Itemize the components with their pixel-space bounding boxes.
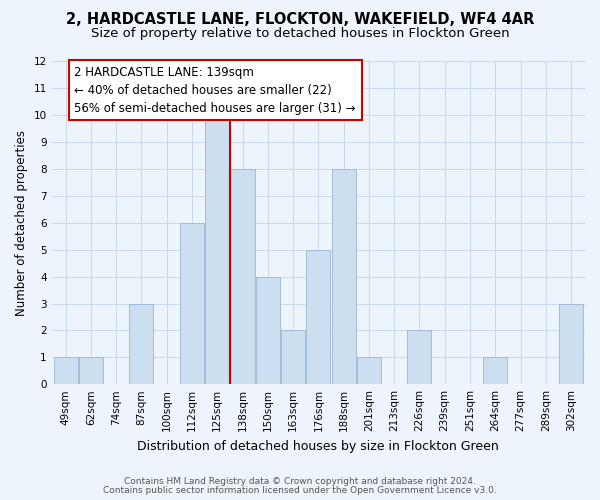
Bar [281,330,305,384]
Bar [483,358,507,384]
X-axis label: Distribution of detached houses by size in Flockton Green: Distribution of detached houses by size … [137,440,499,452]
Bar [79,358,103,384]
Text: Contains public sector information licensed under the Open Government Licence v3: Contains public sector information licen… [103,486,497,495]
Bar [559,304,583,384]
Bar [230,169,254,384]
Text: 2 HARDCASTLE LANE: 139sqm
← 40% of detached houses are smaller (22)
56% of semi-: 2 HARDCASTLE LANE: 139sqm ← 40% of detac… [74,66,356,114]
Y-axis label: Number of detached properties: Number of detached properties [15,130,28,316]
Bar [130,304,154,384]
Bar [357,358,381,384]
Bar [332,169,356,384]
Text: Contains HM Land Registry data © Crown copyright and database right 2024.: Contains HM Land Registry data © Crown c… [124,477,476,486]
Bar [205,116,229,384]
Bar [307,250,331,384]
Bar [256,276,280,384]
Bar [180,223,204,384]
Text: 2, HARDCASTLE LANE, FLOCKTON, WAKEFIELD, WF4 4AR: 2, HARDCASTLE LANE, FLOCKTON, WAKEFIELD,… [66,12,534,28]
Bar [53,358,77,384]
Text: Size of property relative to detached houses in Flockton Green: Size of property relative to detached ho… [91,28,509,40]
Bar [407,330,431,384]
